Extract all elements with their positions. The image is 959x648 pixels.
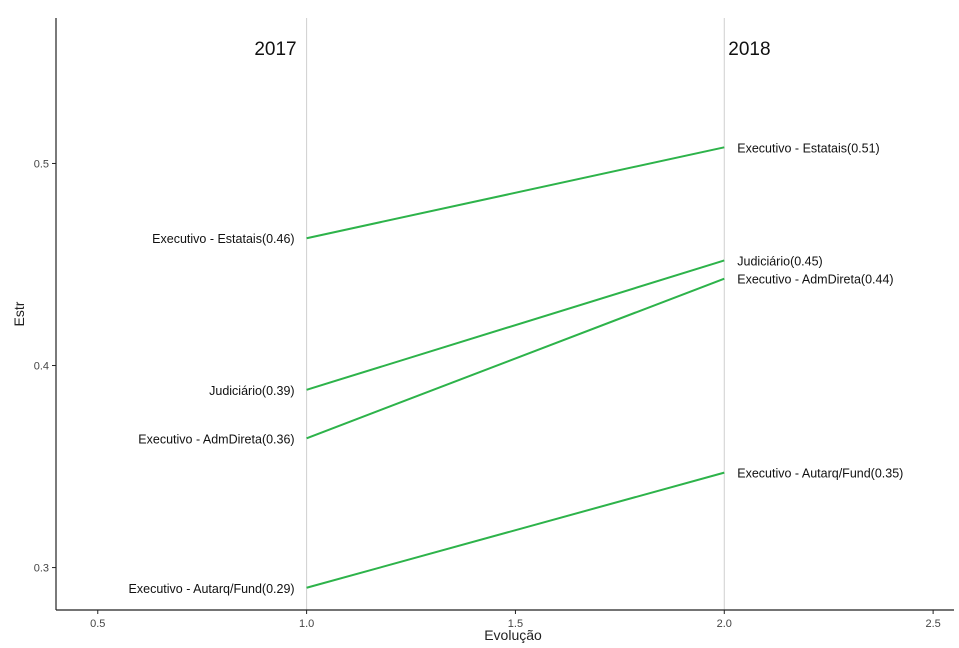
series-lines — [306, 146, 725, 589]
x-tick-label: 0.5 — [90, 618, 105, 630]
year-headers: 2017 2018 — [254, 39, 770, 60]
left-series-label: Judiciário(0.39) — [209, 384, 294, 398]
x-tick-label: 1.0 — [299, 618, 314, 630]
y-tick-label: 0.5 — [34, 158, 49, 170]
right-series-label: Judiciário(0.45) — [737, 254, 822, 268]
x-tick-label: 1.5 — [508, 618, 523, 630]
y-axis-title: Estr — [11, 301, 27, 326]
x-ticks: 0.5 1.0 1.5 2.0 2.5 — [90, 610, 941, 630]
x-axis-title: Evolução — [484, 627, 542, 643]
left-series-label: Executivo - AdmDireta(0.36) — [138, 432, 294, 446]
y-tick-label: 0.4 — [34, 361, 49, 373]
right-series-label: Executivo - Autarq/Fund(0.35) — [737, 467, 903, 481]
year-guide-lines — [306, 18, 725, 610]
series-line — [306, 259, 725, 391]
series-line — [306, 277, 725, 440]
x-tick-label: 2.5 — [925, 618, 940, 630]
y-tick-label: 0.3 — [34, 563, 49, 575]
right-series-label: Executivo - Estatais(0.51) — [737, 141, 879, 155]
series-line — [306, 146, 725, 240]
series-line — [306, 471, 725, 589]
series-labels: Executivo - Estatais(0.46) Executivo - Es… — [129, 141, 904, 595]
y-ticks: 0.3 0.4 0.5 — [34, 158, 56, 575]
left-series-label: Executivo - Autarq/Fund(0.29) — [129, 582, 295, 596]
year-header-2017: 2017 — [254, 39, 296, 60]
right-series-label: Executivo - AdmDireta(0.44) — [737, 273, 893, 287]
x-tick-label: 2.0 — [717, 618, 732, 630]
left-series-label: Executivo - Estatais(0.46) — [152, 232, 294, 246]
axes — [55, 18, 954, 611]
year-header-2018: 2018 — [728, 39, 770, 60]
